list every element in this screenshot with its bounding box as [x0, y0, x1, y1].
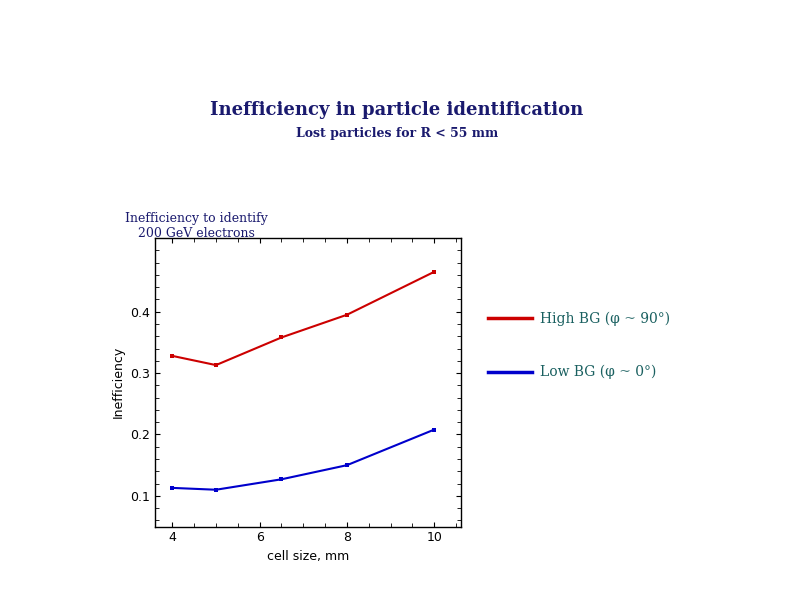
- Text: Low BG (φ ~ 0°): Low BG (φ ~ 0°): [540, 365, 657, 379]
- Y-axis label: Inefficiency: Inefficiency: [111, 346, 125, 418]
- Text: Inefficiency in particle identification: Inefficiency in particle identification: [210, 101, 584, 119]
- Text: Inefficiency to identify
200 GeV electrons: Inefficiency to identify 200 GeV electro…: [125, 212, 268, 240]
- Text: Lost particles for R < 55 mm: Lost particles for R < 55 mm: [296, 127, 498, 140]
- X-axis label: cell size, mm: cell size, mm: [267, 550, 349, 563]
- Text: High BG (φ ~ 90°): High BG (φ ~ 90°): [540, 311, 670, 325]
